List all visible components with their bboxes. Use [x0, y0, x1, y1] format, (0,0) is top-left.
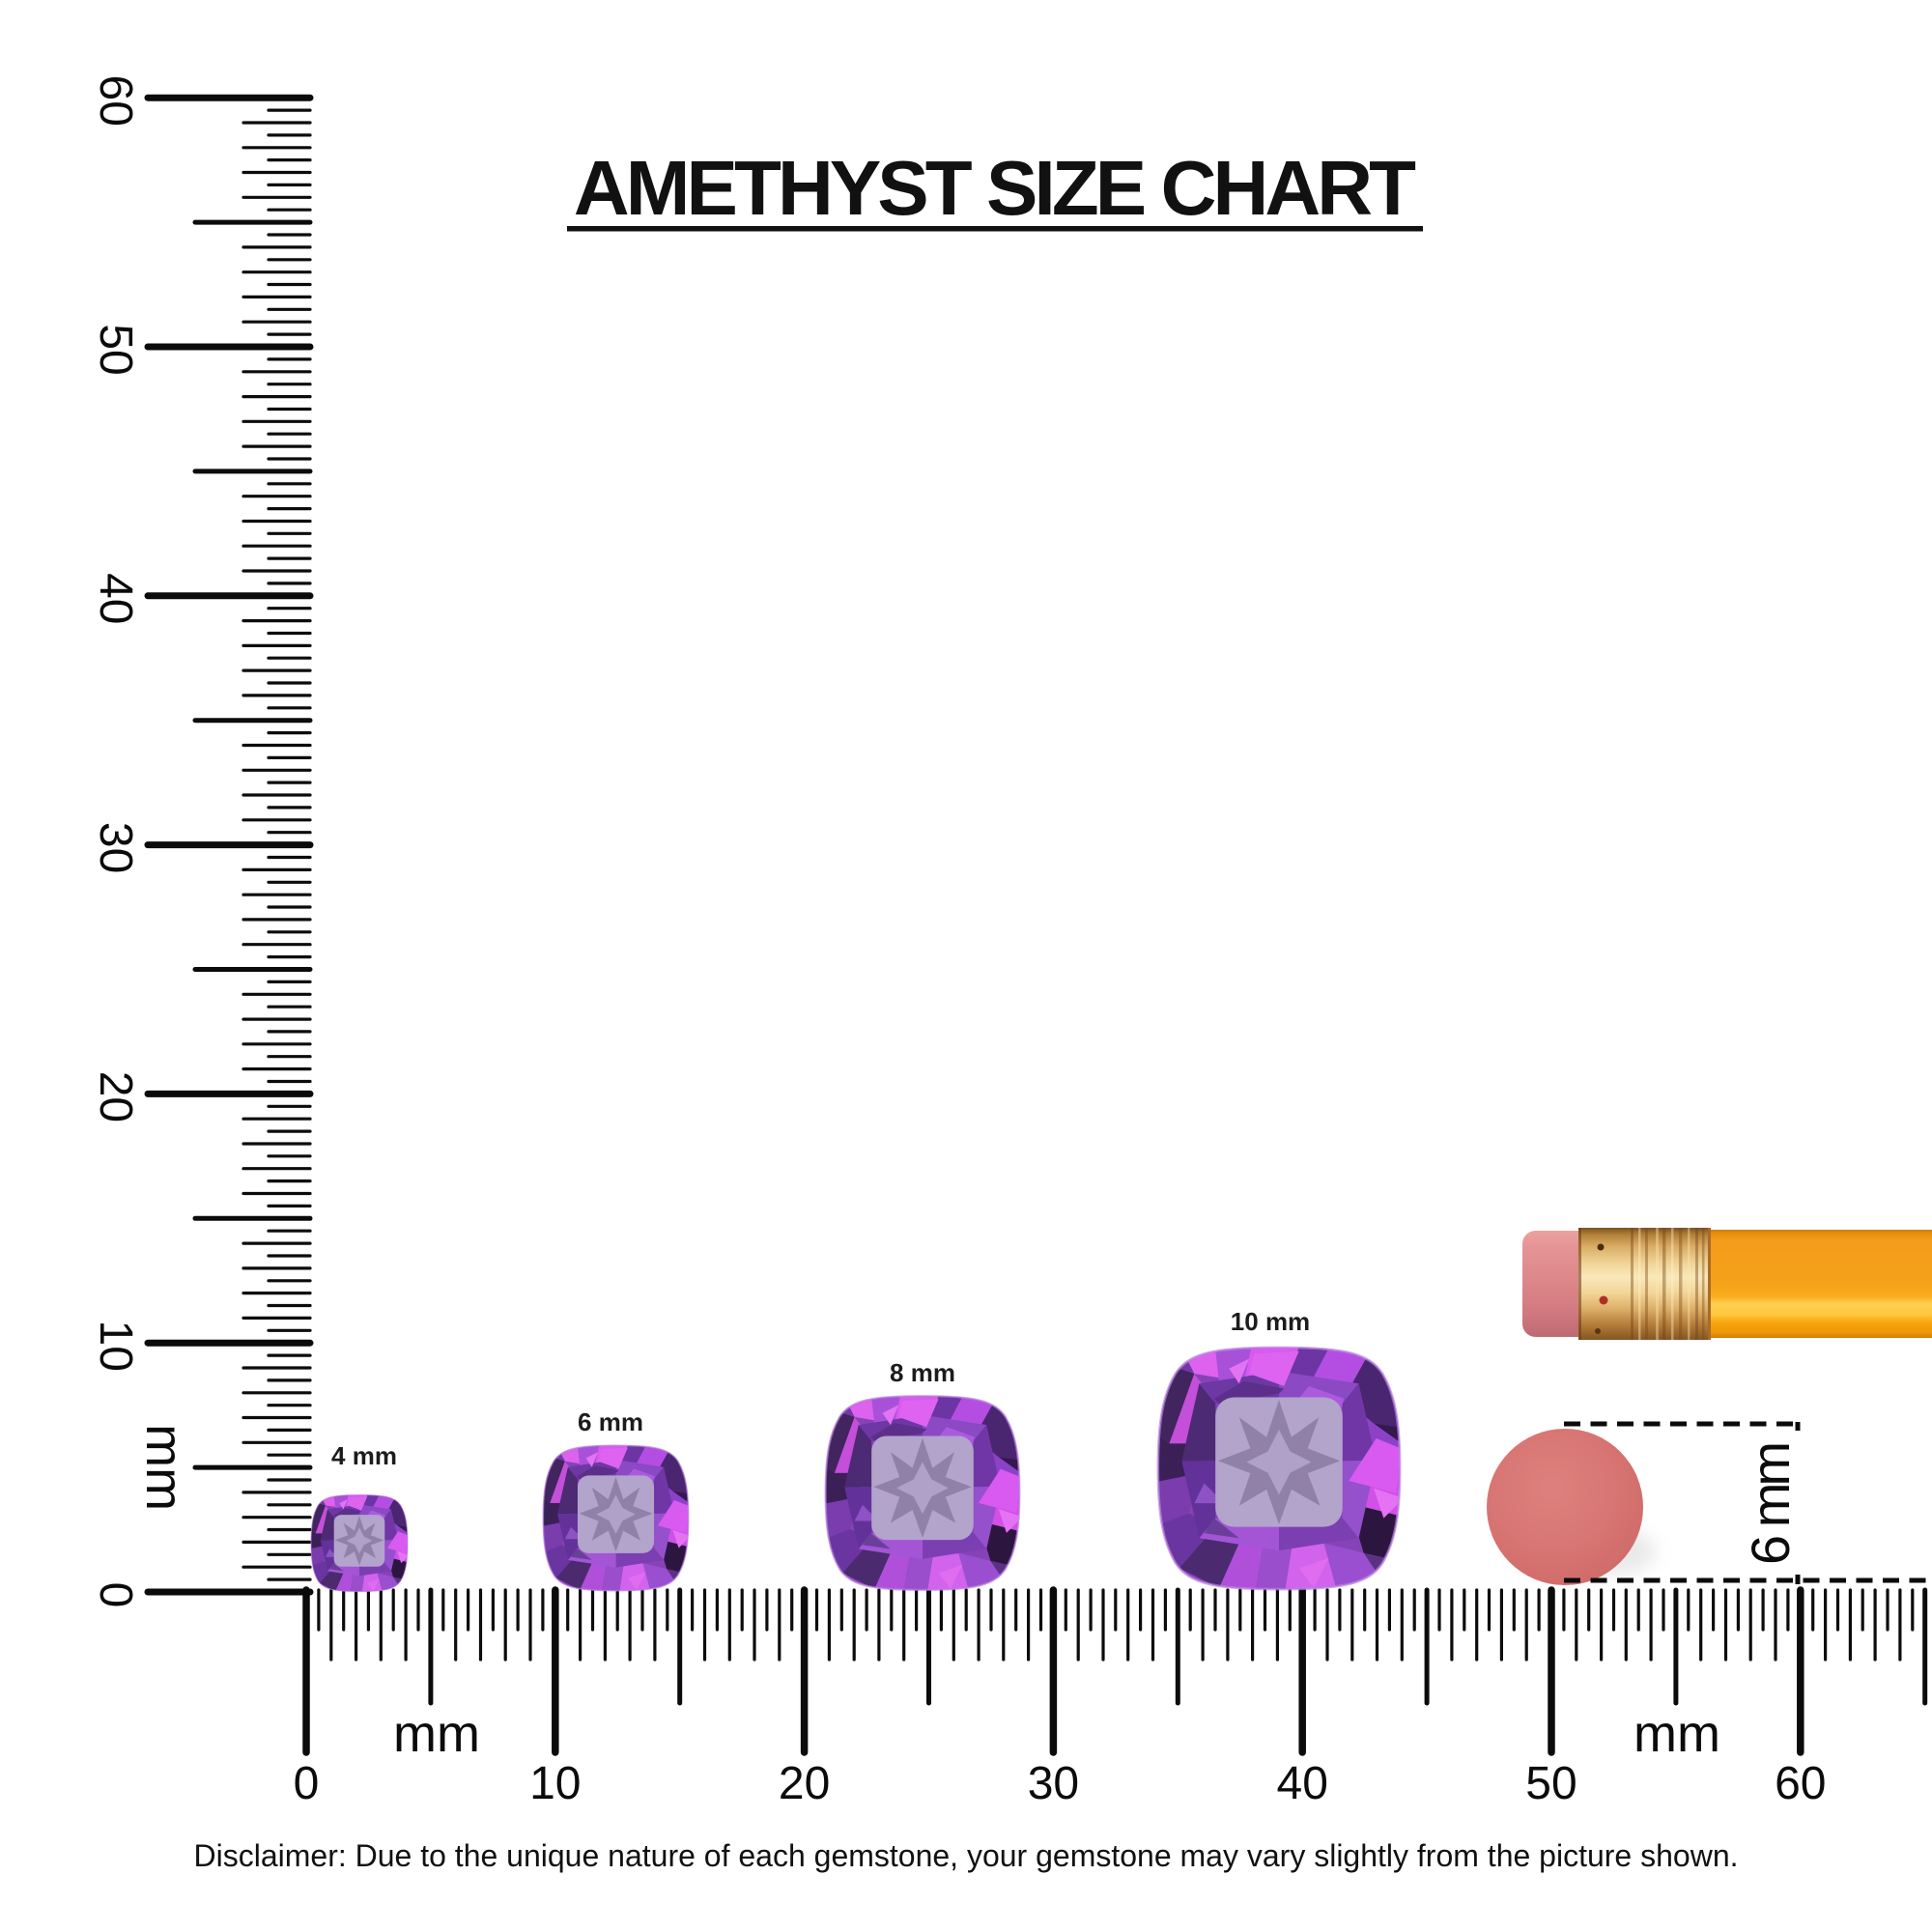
svg-text:6 mm: 6 mm — [1740, 1445, 1801, 1565]
svg-text:20: 20 — [90, 1071, 141, 1122]
svg-text:4 mm: 4 mm — [331, 1441, 397, 1470]
svg-text:0: 0 — [294, 1758, 320, 1809]
svg-text:AMETHYST SIZE CHART: AMETHYST SIZE CHART — [574, 145, 1416, 231]
svg-text:8 mm: 8 mm — [890, 1358, 955, 1387]
svg-text:Disclaimer: Due to the unique: Disclaimer: Due to the unique nature of … — [194, 1838, 1739, 1873]
svg-text:mm: mm — [135, 1424, 193, 1511]
svg-text:30: 30 — [1028, 1758, 1079, 1809]
svg-text:50: 50 — [1525, 1758, 1577, 1809]
svg-text:60: 60 — [90, 75, 141, 127]
svg-text:60: 60 — [1775, 1758, 1826, 1809]
svg-text:30: 30 — [90, 822, 141, 873]
svg-text:50: 50 — [90, 324, 141, 375]
svg-text:mm: mm — [393, 1705, 480, 1763]
svg-text:20: 20 — [779, 1758, 830, 1809]
svg-text:10 mm: 10 mm — [1231, 1307, 1310, 1336]
svg-text:0: 0 — [90, 1582, 141, 1608]
svg-text:mm: mm — [1634, 1705, 1720, 1763]
svg-text:40: 40 — [90, 573, 141, 624]
svg-text:40: 40 — [1277, 1758, 1328, 1809]
svg-text:10: 10 — [529, 1758, 581, 1809]
svg-text:6 mm: 6 mm — [578, 1407, 643, 1436]
svg-text:10: 10 — [90, 1321, 141, 1372]
